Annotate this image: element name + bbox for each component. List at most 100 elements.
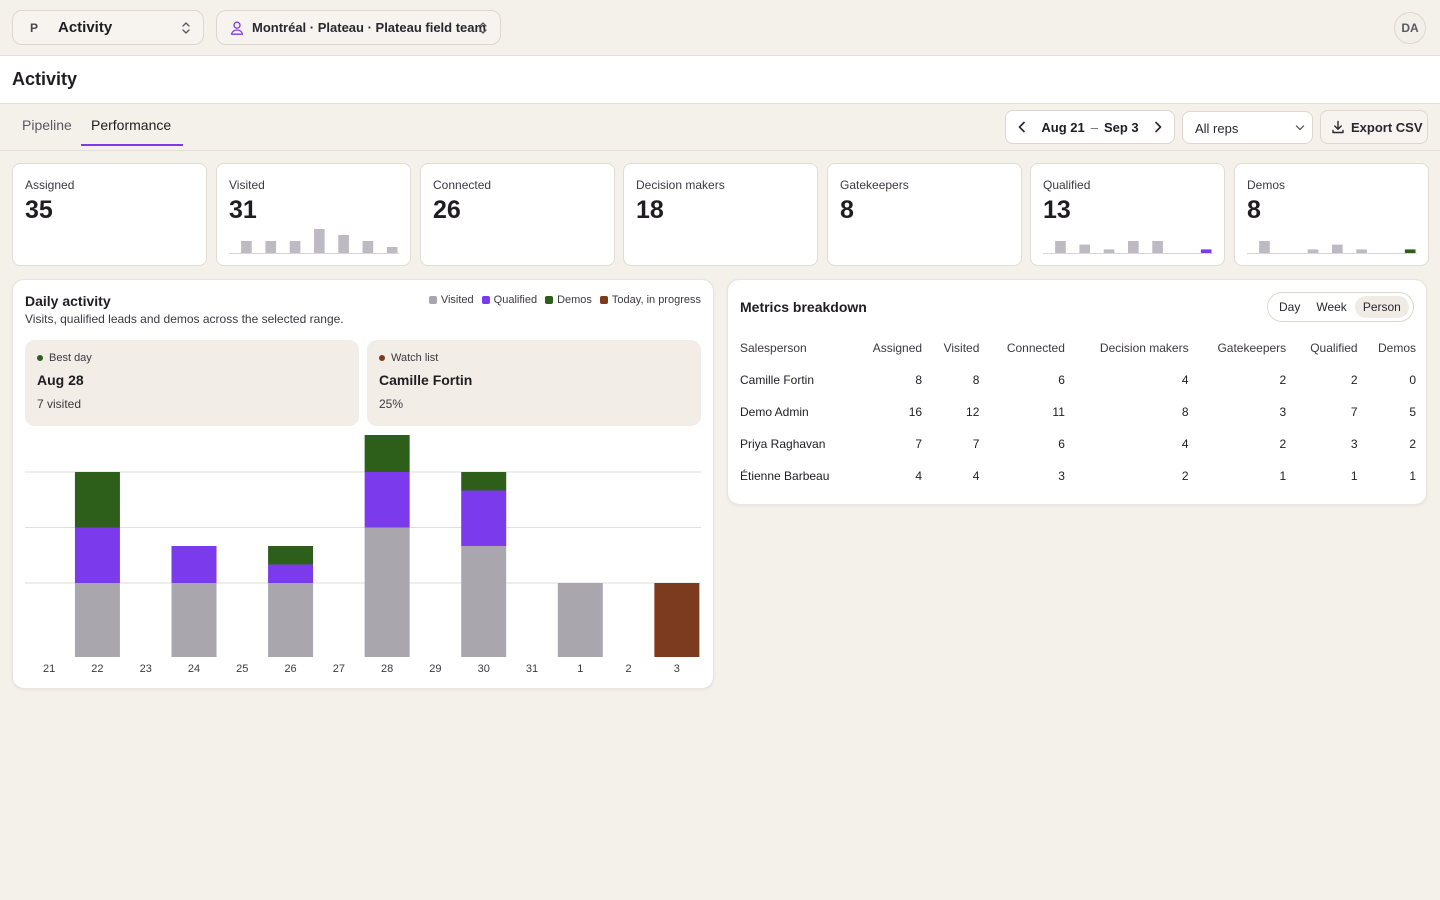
daily-activity-subtitle: Visits, qualified leads and demos across…	[25, 312, 344, 326]
salesperson-name: Demo Admin	[740, 405, 809, 419]
segment-day[interactable]: Day	[1279, 300, 1301, 314]
column-header-decision-makers[interactable]: Decision makers	[1099, 341, 1189, 355]
daily-activity-panel: Daily activity Visits, qualified leads a…	[12, 279, 714, 689]
location-switcher[interactable]: Montréal · Plateau · Plateau field team	[216, 10, 501, 45]
workspace-switcher[interactable]: P Activity	[12, 10, 204, 45]
chevron-left-icon	[1018, 121, 1025, 133]
kpi-card-connected: Connected 26	[420, 163, 615, 266]
previous-range-button[interactable]	[1014, 119, 1030, 135]
tab-performance[interactable]: Performance	[91, 117, 172, 133]
sparkline-bar	[338, 235, 349, 253]
sparkline-bar	[1259, 241, 1270, 253]
best-day-detail: 7 visited	[37, 397, 82, 411]
table-cell: 4	[972, 469, 980, 483]
export-csv-button[interactable]: Export CSV	[1320, 110, 1428, 144]
legend-item-qualified: Qualified	[481, 294, 538, 306]
table-header-row: Salesperson Assigned Visited Connected D…	[740, 332, 1416, 364]
metrics-breakdown-panel: Metrics breakdown Day Week Person Salesp…	[727, 279, 1427, 505]
legend-label: Qualified	[493, 294, 538, 306]
salesperson-name: Camille Fortin	[740, 373, 815, 387]
column-header-visited[interactable]: Visited	[943, 341, 980, 355]
x-tick-label: 1	[577, 663, 583, 675]
bar-segment-visited[interactable]	[461, 546, 507, 657]
table-cell: 4	[1181, 373, 1189, 387]
column-header-connected[interactable]: Connected	[1006, 341, 1065, 355]
status-dot	[379, 355, 385, 361]
kpi-value: 31	[229, 196, 257, 224]
table-cell: 1	[1409, 469, 1416, 483]
best-day-callout: Best day Aug 28 7 visited	[25, 340, 359, 426]
table-cell: 4	[915, 469, 923, 483]
bar-segment-qualified[interactable]	[461, 490, 507, 547]
salesperson-name: Priya Raghavan	[740, 437, 826, 451]
table-cell: 3	[1350, 437, 1358, 451]
x-tick-label: 29	[429, 663, 441, 675]
sparkline-bar	[1152, 241, 1163, 253]
kpi-label: Qualified	[1043, 178, 1091, 192]
kpi-card-qualified: Qualified 13	[1030, 163, 1225, 266]
table-cell: 7	[915, 437, 923, 451]
bar-segment-visited[interactable]	[268, 583, 314, 657]
table-cell: 0	[1409, 373, 1416, 387]
table-cell: 8	[1181, 405, 1189, 419]
reps-select[interactable]: All reps	[1182, 111, 1313, 144]
table-cell: 2	[1350, 373, 1358, 387]
chevron-down-icon	[1295, 125, 1305, 131]
bar-segment-demos[interactable]	[268, 546, 314, 565]
segment-week[interactable]: Week	[1316, 300, 1347, 314]
bar-segment-visited[interactable]	[557, 583, 603, 657]
column-header-salesperson[interactable]: Salesperson	[740, 341, 807, 355]
status-dot	[37, 355, 43, 361]
kpi-value: 26	[433, 196, 461, 224]
bar-segment-qualified[interactable]	[268, 564, 314, 584]
bar-segment-visited[interactable]	[74, 583, 120, 657]
bar-segment-qualified[interactable]	[171, 546, 217, 583]
column-header-qualified[interactable]: Qualified	[1310, 341, 1358, 355]
sparkline-bar	[386, 247, 398, 253]
tab-pipeline[interactable]: Pipeline	[22, 117, 72, 133]
legend-item-visited: Visited	[428, 294, 474, 306]
table-cell: 4	[1181, 437, 1189, 451]
bar-segment-demos[interactable]	[74, 472, 120, 528]
bar-segment-qualified[interactable]	[74, 527, 120, 584]
kpi-value: 35	[25, 196, 53, 224]
sparkline-bar	[1200, 249, 1212, 253]
watch-list-kicker: Watch list	[379, 352, 438, 364]
chevron-right-icon	[1155, 121, 1162, 133]
column-header-gatekeepers[interactable]: Gatekeepers	[1217, 341, 1287, 355]
bar-segment-demos[interactable]	[461, 472, 507, 491]
column-header-demos[interactable]: Demos	[1377, 341, 1416, 355]
kpi-value: 18	[636, 196, 664, 224]
table-row: Demo Admin 16 12 11 8 3 7 5	[740, 396, 1416, 428]
user-avatar[interactable]: DA	[1394, 12, 1426, 44]
kpi-label: Connected	[433, 178, 492, 192]
download-icon	[1332, 120, 1344, 134]
active-tab-indicator	[81, 144, 183, 146]
sparkline-bar	[1356, 249, 1367, 253]
bar-segment-visited[interactable]	[364, 527, 410, 658]
sparkline-bar	[1128, 241, 1139, 253]
kpi-label: Demos	[1247, 178, 1286, 192]
metrics-breakdown-title: Metrics breakdown	[740, 299, 867, 315]
demos-sparkline	[1247, 241, 1417, 254]
daily-activity-title: Daily activity	[25, 293, 111, 309]
table-row: Étienne Barbeau 4 4 3 2 1 1 1	[740, 460, 1416, 492]
best-day-kicker-label: Best day	[49, 352, 92, 364]
table-cell: 3	[1058, 469, 1065, 483]
date-range-label[interactable]: Aug 21– Sep 3	[1041, 120, 1138, 135]
x-tick-label: 25	[236, 663, 248, 675]
bar-segment-today-in-progress[interactable]	[654, 583, 700, 657]
chevron-updown-icon	[182, 22, 190, 34]
x-tick-label: 21	[43, 663, 55, 675]
segment-person[interactable]: Person	[1354, 296, 1409, 318]
x-tick-label: 2	[626, 663, 632, 675]
sparkline-bar	[314, 229, 325, 253]
kpi-card-decision-makers: Decision makers 18	[623, 163, 818, 266]
sparkline-bar	[241, 241, 252, 253]
bar-segment-qualified[interactable]	[364, 472, 410, 528]
next-range-button[interactable]	[1150, 119, 1166, 135]
bar-segment-demos[interactable]	[364, 435, 410, 472]
date-range-picker: Aug 21– Sep 3	[1005, 110, 1175, 144]
bar-segment-visited[interactable]	[171, 583, 217, 657]
column-header-assigned[interactable]: Assigned	[872, 341, 923, 355]
